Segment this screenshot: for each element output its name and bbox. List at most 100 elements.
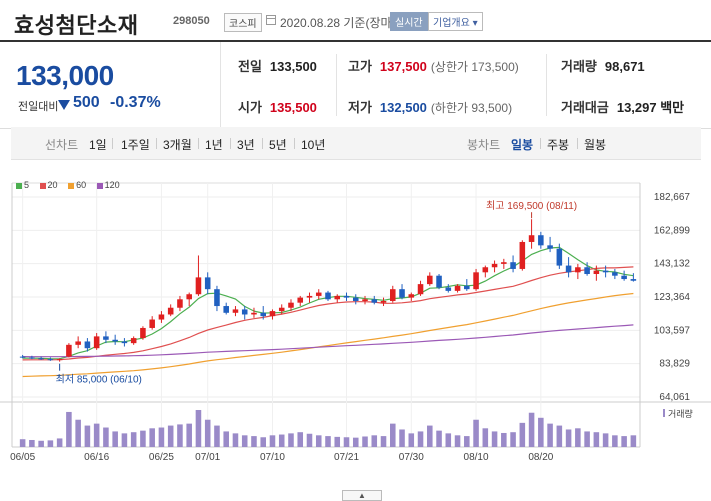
volume-bar: [390, 423, 396, 447]
volume-bar: [491, 431, 498, 447]
period-1w[interactable]: 1주일: [121, 138, 150, 152]
candle-weekly[interactable]: 주봉: [547, 138, 570, 152]
volume-bar: [241, 435, 248, 447]
candle-body: [556, 248, 563, 266]
candle-body: [399, 289, 405, 298]
ma20-line: [22, 266, 634, 361]
candle-body: [112, 339, 118, 342]
high-label: 고가: [348, 59, 372, 74]
volume-bar: [66, 411, 72, 447]
down-arrow-icon: [58, 100, 70, 110]
y-tick-label: 83,829: [659, 359, 690, 370]
volume-bar: [454, 435, 461, 447]
volume-value: 98,671: [604, 59, 645, 74]
candle-body: [167, 307, 174, 315]
candle-body: [352, 297, 359, 301]
high-value: 137,500: [379, 59, 427, 74]
period-3m[interactable]: 3개월: [163, 138, 192, 152]
x-tick-label: 07/21: [334, 452, 359, 463]
volume-bar: [130, 432, 137, 447]
x-tick-label: 07/10: [260, 452, 285, 463]
date-text: 2020.08.28 기준(장마감): [280, 16, 407, 30]
volume-bar: [371, 435, 378, 447]
period-1y[interactable]: 1년: [205, 138, 223, 152]
candle-body: [519, 241, 526, 269]
price-diff: 500: [73, 94, 100, 111]
volume-bar: [556, 425, 563, 447]
high-annotation: 최고 169,500 (08/11): [486, 200, 577, 212]
collapse-handle[interactable]: ▲: [342, 490, 382, 501]
candle-body: [140, 327, 146, 339]
y-tick-label: 64,061: [659, 392, 690, 403]
candle-body: [473, 272, 479, 290]
x-tick-label: 08/20: [528, 452, 553, 463]
current-price: 133,000: [16, 60, 114, 91]
volume-bar: [29, 439, 35, 447]
volume-bar: [584, 431, 590, 447]
candle-body: [371, 299, 378, 303]
volume-bar: [167, 425, 174, 447]
volume-bar: [306, 433, 313, 447]
candle-body: [158, 314, 165, 320]
x-tick-label: 07/30: [399, 452, 424, 463]
candle-body: [584, 267, 590, 275]
volume-bar: [528, 412, 535, 447]
candle-body: [436, 275, 442, 288]
volume-bar: [204, 419, 211, 447]
volume-bar: [352, 437, 359, 447]
x-tick-label: 06/25: [149, 452, 174, 463]
candle-daily[interactable]: 일봉: [511, 138, 534, 152]
volume-bar: [251, 436, 257, 447]
ma120-line: [22, 324, 634, 358]
candle-body: [528, 235, 535, 242]
open-cell: 시가 135,500: [238, 97, 317, 116]
candle-body: [362, 299, 368, 301]
volume-bar: [445, 433, 452, 447]
candle-body: [380, 300, 387, 303]
volume-bar: [408, 433, 415, 447]
candle-body: [454, 285, 461, 291]
stock-code: 298050: [173, 15, 210, 27]
candle-body: [575, 267, 581, 273]
y-tick-label: 143,132: [654, 259, 691, 270]
volume-bar: [315, 435, 322, 447]
candle-body: [630, 279, 637, 281]
low-label: 저가: [348, 100, 372, 115]
legend-ma60: 60: [68, 180, 86, 190]
volume-label: 거래량: [561, 59, 597, 74]
title-row: 효성첨단소재 298050 코스피 2020.08.28 기준(장마감) 실시간…: [0, 0, 711, 40]
candle-body: [47, 359, 54, 361]
period-10y[interactable]: 10년: [301, 138, 326, 152]
chart-area: 182,667 162,899 143,132 123,364 103,597 83,82…: [0, 170, 711, 500]
volume-bar: [195, 410, 202, 447]
calendar-icon: [266, 15, 276, 25]
volume-bar: [47, 440, 54, 447]
period-1d[interactable]: 1일: [89, 138, 107, 152]
candle-body: [390, 289, 396, 301]
prev-close-label: 전일: [238, 59, 262, 74]
legend-ma20: 20: [39, 180, 58, 190]
period-3y[interactable]: 3년: [237, 138, 255, 152]
open-value: 135,500: [269, 100, 317, 115]
volume-cell: 거래량 98,671: [561, 56, 645, 75]
candle-body: [223, 306, 229, 313]
y-tick-label: 182,667: [654, 192, 691, 203]
volume-bar: [38, 440, 44, 447]
candle-body: [621, 275, 627, 280]
candle-body: [103, 336, 109, 340]
realtime-button[interactable]: 실시간: [390, 12, 428, 31]
market-badge: 코스피: [224, 13, 262, 32]
candle-body: [315, 292, 322, 296]
candle-body: [343, 295, 350, 298]
volume-bar: [538, 417, 544, 447]
candle-body: [38, 358, 44, 360]
y-tick-label: 123,364: [654, 292, 691, 303]
period-5y[interactable]: 5년: [269, 138, 287, 152]
prev-close-value: 133,500: [269, 59, 317, 74]
volume-bar: [547, 423, 553, 447]
candle-body: [306, 295, 313, 298]
prev-close-cell: 전일 133,500: [238, 56, 317, 75]
candle-monthly[interactable]: 월봉: [584, 138, 607, 152]
volume-bar: [380, 436, 387, 447]
company-info-dropdown[interactable]: 기업개요 ▾: [428, 12, 483, 31]
